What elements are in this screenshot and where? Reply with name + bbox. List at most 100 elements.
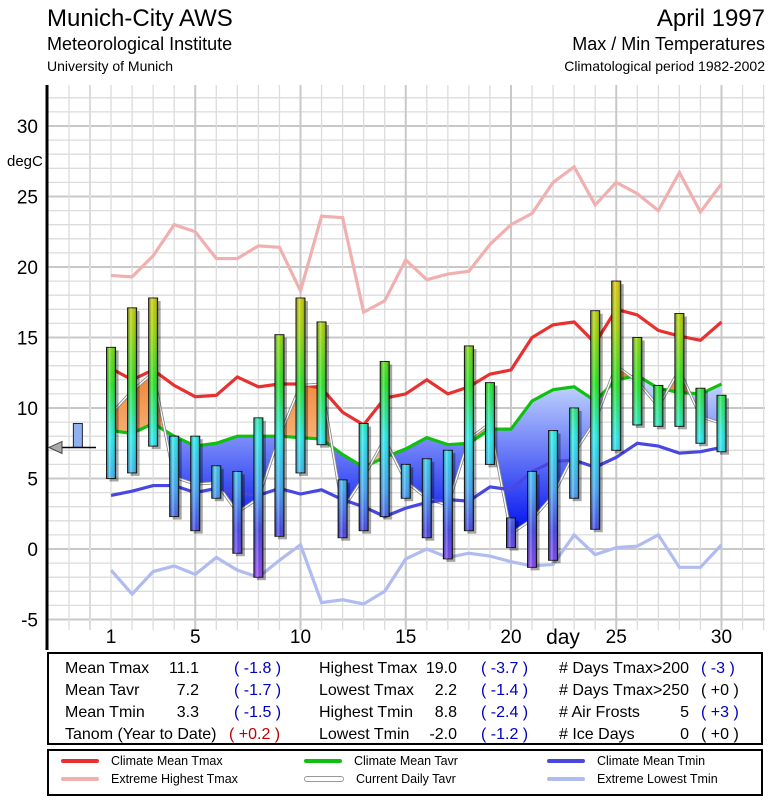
daily-bars [106,280,729,581]
y-tick-label: 15 [17,329,38,350]
day-bar [379,360,393,520]
chart-subtitle: Max / Min Temperatures [572,34,765,54]
day-bar [169,435,182,520]
bar-shine [338,479,348,538]
day-bar [148,297,161,450]
extreme-highest-tmax-line [110,164,723,315]
stat-value: 7.2 [176,682,199,699]
year-to-date-marker [47,423,96,455]
day-bar [421,458,435,541]
legend-swatch [61,777,99,781]
stat-label: # Days Tmax>25 [559,682,681,699]
legend-swatch [547,759,585,763]
stat-value: -2.0 [429,726,457,743]
day-bar [211,465,224,502]
stats-table: Mean Tmax 11.1 ( -1.8 ) Mean Tavr 7.2 ( -1.7 … [47,652,763,745]
bar-shine [296,298,305,473]
day-bar [569,407,582,502]
day-bar [463,345,477,534]
day-bar [695,387,708,447]
day-bar [358,423,372,534]
stat-label: # Air Frosts [559,704,640,721]
stat-value: 3.3 [176,704,199,721]
y-tick-label: 25 [17,188,38,209]
bar-shine [401,464,411,499]
stat-anomaly: ( +3 ) [701,704,739,721]
y-tick-label: 0 [27,540,38,561]
bar-shine [548,430,558,561]
bar-shine [695,388,705,444]
legend-label: Extreme Highest Tmax [111,772,238,786]
stat-label: Lowest Tmax [319,682,414,699]
stat-anomaly: ( -1.2 ) [481,726,529,743]
y-tick-label: 10 [17,399,38,420]
day-bar [527,470,540,571]
legend-item: Extreme Lowest Tmin [547,772,718,786]
y-tick-label: 20 [17,258,38,279]
stat-value: 11.1 [169,660,199,677]
bar-shine [274,334,284,537]
bar-shine [380,361,390,517]
bar-shine [506,517,516,548]
institute-label: Meteorological Institute [47,34,233,54]
bar-shine [485,382,495,465]
anomaly-areas [111,365,722,534]
day-bar [716,394,729,455]
y-axis-label: degC [7,153,43,170]
day-bar [506,517,519,551]
stat-value: 0 [680,726,689,743]
bar-shine [632,337,642,425]
legend-swatch [61,759,99,763]
bar-shine [359,423,369,531]
legend-item: Current Daily Tavr [304,772,456,786]
stat-anomaly: ( +0 ) [701,726,739,743]
legend-label: Climate Mean Tmin [597,754,706,768]
day-bar [127,307,140,476]
stat-value: 19.0 [425,660,457,677]
day-bar [232,470,245,557]
stat-anomaly: ( -1.4 ) [481,682,529,699]
day-bar [632,337,645,428]
day-bar [590,310,603,533]
day-bar [295,297,308,476]
bar-shine [211,465,221,499]
legend-item: Climate Mean Tmin [547,754,705,768]
x-tick-label: 5 [190,627,201,648]
legend-swatch [304,759,342,763]
x-tick-label: 10 [290,627,311,648]
bar-shine [569,408,579,499]
stat-label: Tanom (Year to Date) [65,726,217,743]
day-bar [548,430,561,564]
legend-item: Climate Mean Tavr [304,754,458,768]
legend-label: Climate Mean Tmax [111,754,223,768]
station-title: Munich-City AWS [47,5,233,32]
stat-label: # Days Tmax>20 [559,660,681,677]
y-tick-label: 5 [27,470,38,491]
stat-value: 2.2 [434,682,457,699]
stat-label: Mean Tmax [65,660,150,677]
legend: Climate Mean Tmax Extreme Highest Tmax Cli… [47,749,763,796]
extreme-lowest-tmin-line [109,532,723,606]
bar-shine [674,313,684,427]
day-bar [442,449,456,562]
day-bar [611,280,624,454]
ytd-bar [72,423,83,448]
day-bar [274,334,287,540]
stat-value: 0 [680,660,689,677]
bar-shine [232,471,242,554]
day-bar [674,313,687,430]
stat-anomaly: ( -3 ) [701,660,735,677]
legend-label: Current Daily Tavr [356,772,456,786]
university-label: University of Munich [47,58,174,74]
stat-label: Highest Tmax [319,660,418,677]
bar-shine [148,298,158,447]
stat-anomaly: ( -1.8 ) [234,660,282,677]
legend-item: Climate Mean Tmax [61,754,223,768]
stat-label: # Ice Days [559,726,635,743]
bar-shine [611,281,621,451]
bar-shine [653,385,663,427]
y-tick-label: -5 [21,611,38,632]
x-tick-label: 20 [500,627,521,648]
legend-label: Extreme Lowest Tmin [597,772,718,786]
